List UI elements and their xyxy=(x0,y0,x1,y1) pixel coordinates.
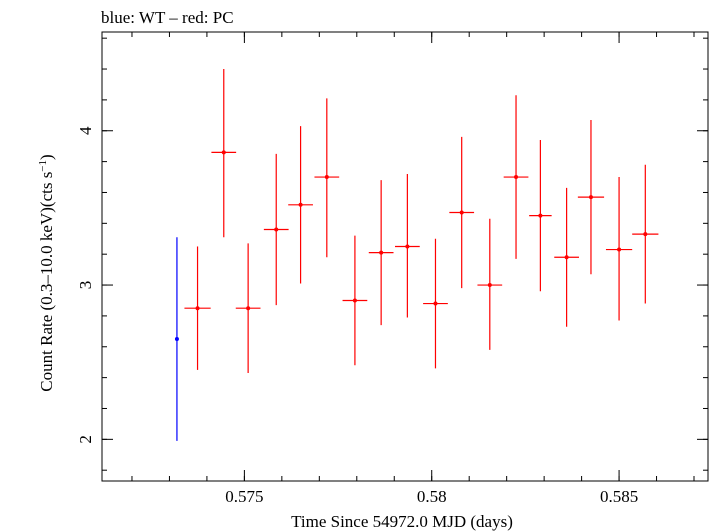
data-point-pc xyxy=(477,218,503,350)
data-point-pc xyxy=(368,180,394,326)
x-tick-labels: 0.575 0.58 0.585 xyxy=(225,487,638,506)
data-point-pc xyxy=(503,95,529,259)
data-marker xyxy=(195,306,200,311)
data-marker xyxy=(405,244,410,249)
data-point-pc xyxy=(449,136,475,289)
y-minor-ticks xyxy=(102,37,708,471)
y-axis-label: Count Rate (0.3–10.0 keV)(cts s−1) xyxy=(37,154,56,391)
data-point-pc xyxy=(395,173,420,318)
data-marker xyxy=(643,232,648,237)
data-point-pc xyxy=(263,153,289,306)
x-axis-label: Time Since 54972.0 MJD (days) xyxy=(291,512,513,531)
data-point-pc xyxy=(211,69,237,238)
plot-frame xyxy=(101,31,709,482)
data-point-pc xyxy=(342,235,368,366)
data-marker xyxy=(514,175,519,180)
data-marker xyxy=(352,298,357,303)
data-marker xyxy=(433,301,438,306)
x-major-ticks xyxy=(243,32,620,481)
data-marker xyxy=(174,337,179,342)
y-tick-label: 2 xyxy=(76,435,95,444)
data-marker xyxy=(221,150,226,155)
y-major-ticks xyxy=(102,130,708,440)
y-tick-labels: 2 3 4 xyxy=(76,126,95,444)
data-point-wt xyxy=(174,237,179,441)
x-tick-label: 0.585 xyxy=(600,487,638,506)
x-tick-label: 0.575 xyxy=(225,487,263,506)
data-marker xyxy=(379,250,384,255)
data-point-pc xyxy=(235,243,261,373)
data-marker xyxy=(487,283,492,288)
data-marker xyxy=(324,175,329,180)
chart-title: blue: WT – red: PC xyxy=(101,8,234,27)
x-tick-label: 0.58 xyxy=(417,487,447,506)
series-pc xyxy=(184,69,659,373)
data-series xyxy=(174,69,659,441)
series-wt xyxy=(174,237,179,441)
y-tick-label: 3 xyxy=(76,281,95,290)
data-marker xyxy=(298,202,303,207)
data-point-pc xyxy=(288,126,313,284)
data-point-pc xyxy=(577,119,605,275)
x-minor-ticks xyxy=(131,32,695,481)
data-marker xyxy=(617,247,622,252)
data-point-pc xyxy=(314,98,340,258)
data-point-pc xyxy=(529,140,552,292)
data-point-pc xyxy=(423,238,448,369)
data-marker xyxy=(538,213,543,218)
data-marker xyxy=(459,210,464,215)
data-point-pc xyxy=(632,164,659,304)
data-point-pc xyxy=(605,177,633,321)
data-marker xyxy=(588,195,593,200)
y-axis-label-main: Count Rate (0.3–10.0 keV)(cts s xyxy=(37,172,56,392)
data-marker xyxy=(246,306,251,311)
y-tick-label: 4 xyxy=(76,126,95,135)
data-point-pc xyxy=(184,246,211,370)
y-axis-label-superscript: −1 xyxy=(37,160,49,172)
data-point-pc xyxy=(554,187,579,327)
y-axis-label-close: ) xyxy=(37,154,56,160)
data-marker xyxy=(564,255,569,260)
data-marker xyxy=(274,227,279,232)
